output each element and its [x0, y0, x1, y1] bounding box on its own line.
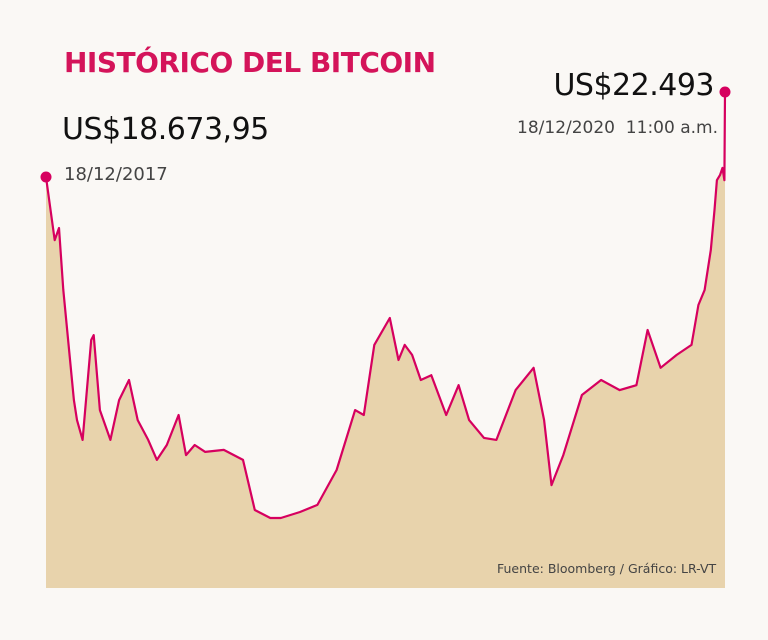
area-fill: [46, 92, 725, 588]
start-date-label: 18/12/2017: [64, 164, 168, 185]
start-marker: [40, 171, 52, 183]
start-price-label: US$18.673,95: [62, 112, 269, 147]
price-line: [44, 91, 727, 520]
end-marker: [719, 86, 731, 98]
chart-title: HISTÓRICO DEL BITCOIN: [64, 46, 436, 79]
end-price-label: US$22.493: [553, 68, 714, 103]
end-date-label: 18/12/2020 11:00 a.m.: [517, 118, 718, 138]
source-note: Fuente: Bloomberg / Gráfico: LR-VT: [497, 561, 717, 576]
